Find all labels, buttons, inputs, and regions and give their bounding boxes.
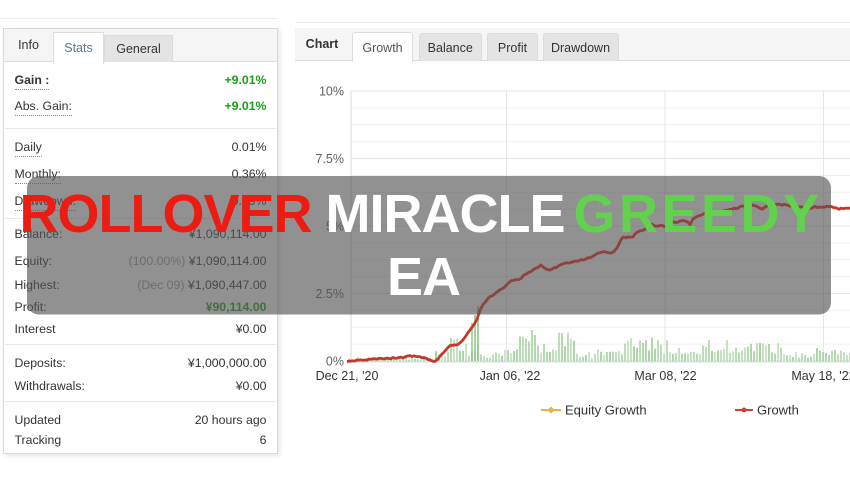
svg-text:May 18, '22: May 18, '22	[791, 369, 850, 383]
svg-text:0%: 0%	[326, 355, 344, 369]
svg-text:Equity Growth: Equity Growth	[565, 403, 647, 418]
svg-text:7.5%: 7.5%	[316, 152, 345, 166]
svg-text:10%: 10%	[319, 85, 344, 99]
svg-text:Mar 08, '22: Mar 08, '22	[634, 369, 696, 383]
svg-text:Jan 06, '22: Jan 06, '22	[480, 369, 541, 383]
svg-text:Dec 21, '20: Dec 21, '20	[316, 369, 379, 383]
svg-text:Growth: Growth	[757, 403, 799, 418]
